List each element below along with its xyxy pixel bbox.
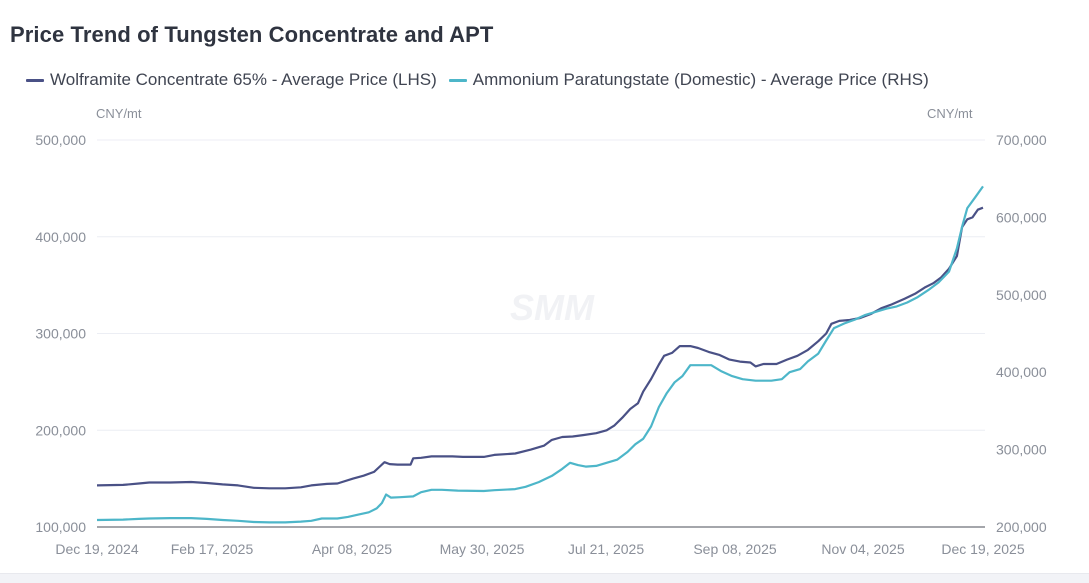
left-axis-ticks: 100,000 200,000 300,000 400,000 500,000 <box>35 132 86 535</box>
legend-swatch-apt <box>448 78 467 82</box>
legend-swatch-wolframite <box>26 78 44 82</box>
x-tick-label: Nov 04, 2025 <box>821 541 904 557</box>
x-axis-ticks: Dec 19, 2024 Feb 17, 2025 Apr 08, 2025 May … <box>55 541 1024 557</box>
legend-label-wolframite: Wolframite Concentrate 65% - Average Pri… <box>50 70 437 89</box>
x-tick-label: Feb 17, 2025 <box>171 541 254 557</box>
x-tick-label: Apr 08, 2025 <box>312 541 392 557</box>
watermark-logo: SMM <box>510 287 595 328</box>
left-tick-label: 400,000 <box>35 229 86 245</box>
right-tick-label: 200,000 <box>996 519 1047 535</box>
legend-label-apt: Ammonium Paratungstate (Domestic) - Aver… <box>472 70 929 89</box>
legend-item-apt[interactable]: Ammonium Paratungstate (Domestic) - Aver… <box>448 70 929 90</box>
right-tick-label: 400,000 <box>996 364 1047 380</box>
series-line-apt <box>96 185 984 524</box>
right-tick-label: 700,000 <box>996 132 1047 148</box>
x-tick-label: Jul 21, 2025 <box>568 541 644 557</box>
chart-title: Price Trend of Tungsten Concentrate and … <box>10 22 494 47</box>
x-tick-label: Dec 19, 2024 <box>55 541 138 557</box>
x-tick-label: May 30, 2025 <box>440 541 525 557</box>
right-axis-ticks: 200,000 300,000 400,000 500,000 600,000 700,0… <box>996 132 1047 535</box>
gridlines <box>97 139 985 528</box>
series-line-wolframite <box>96 206 984 490</box>
series-lines <box>96 185 984 524</box>
left-axis-unit: CNY/mt <box>96 106 142 121</box>
left-tick-label: 500,000 <box>35 132 86 148</box>
x-tick-label: Sep 08, 2025 <box>693 541 777 557</box>
right-tick-label: 300,000 <box>996 442 1047 458</box>
left-tick-label: 300,000 <box>35 326 86 342</box>
left-tick-label: 100,000 <box>35 519 86 535</box>
right-axis-unit: CNY/mt <box>927 106 973 121</box>
chart-legend: Wolframite Concentrate 65% - Average Pri… <box>26 70 941 90</box>
left-tick-label: 200,000 <box>35 422 86 438</box>
right-tick-label: 600,000 <box>996 209 1047 225</box>
footer-bar <box>0 573 1089 583</box>
legend-item-wolframite[interactable]: Wolframite Concentrate 65% - Average Pri… <box>26 70 437 90</box>
x-tick-label: Dec 19, 2025 <box>941 541 1024 557</box>
right-tick-label: 500,000 <box>996 287 1047 303</box>
